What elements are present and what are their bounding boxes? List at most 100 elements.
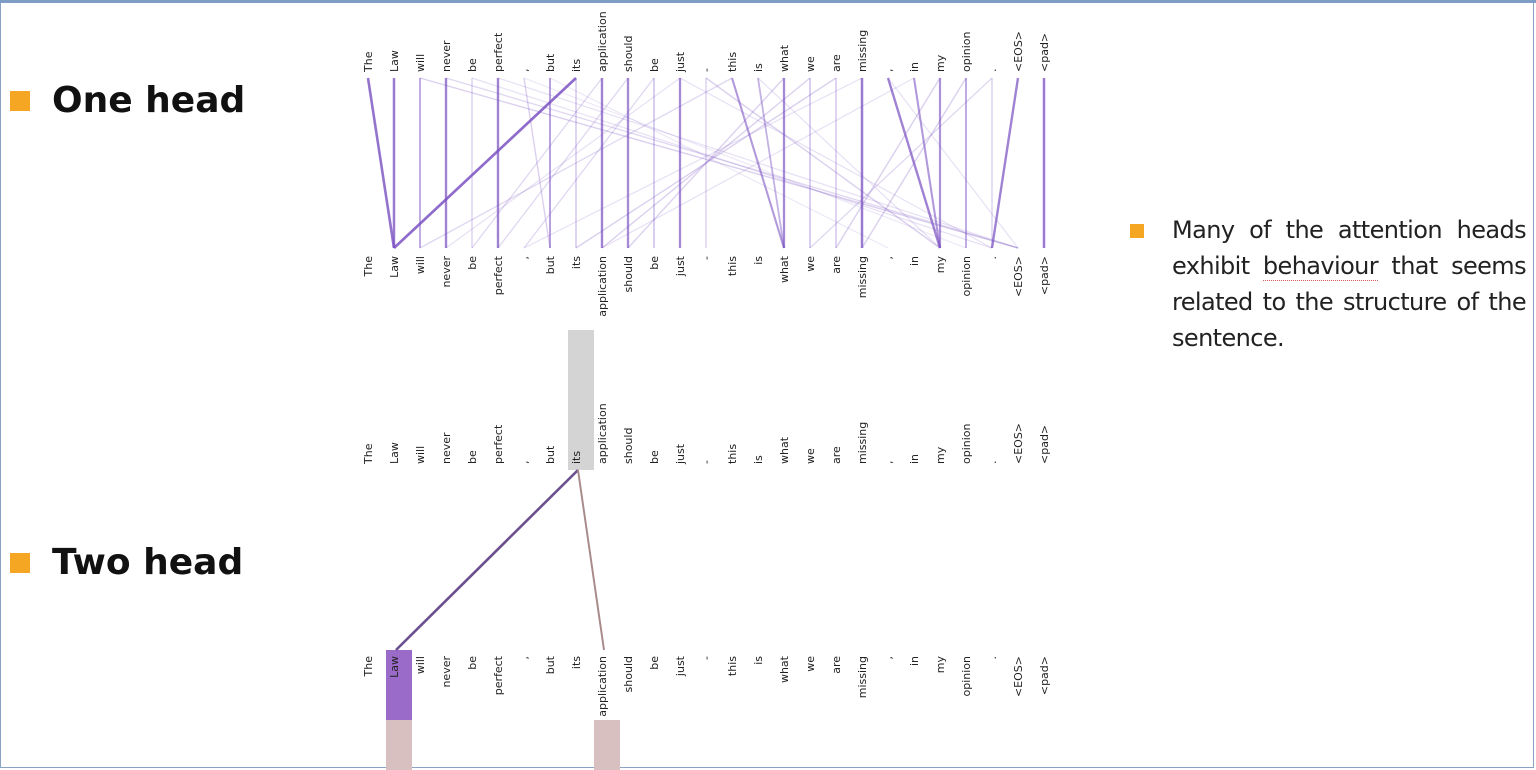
key-token-highlight-secondary	[386, 720, 412, 770]
square-bullet-icon	[10, 552, 30, 573]
top-token-label: is	[752, 455, 765, 464]
top-token-label: its	[570, 59, 583, 72]
attention-link	[886, 77, 942, 249]
bottom-token-label: ,	[518, 656, 531, 660]
key-token-highlight	[386, 650, 412, 720]
note-underlined-word: behaviour	[1262, 252, 1379, 281]
bottom-token-label: should	[622, 256, 635, 292]
top-token-label: <EOS>	[1012, 423, 1025, 464]
bottom-token-label: this	[726, 256, 739, 276]
bottom-token-label: just	[674, 655, 687, 677]
top-token-label: this	[726, 444, 739, 464]
top-token-label: this	[726, 52, 739, 72]
bottom-token-label: should	[622, 656, 635, 692]
attention-link	[835, 77, 941, 249]
bottom-token-label: are	[830, 656, 843, 674]
top-token-label: just	[674, 51, 687, 73]
bottom-token-label: is	[752, 656, 765, 665]
top-token-label: never	[440, 432, 453, 464]
top-token-label: but	[544, 445, 557, 464]
bottom-token-label: its	[570, 256, 583, 269]
attention-link	[549, 77, 889, 249]
top-token-label: -	[700, 68, 713, 72]
top-token-label: what	[778, 44, 791, 72]
bottom-token-label: we	[804, 256, 817, 272]
top-token-label: perfect	[492, 424, 505, 464]
note-text: Many of the attention heads exhibit beha…	[1172, 212, 1527, 356]
top-token-label: what	[778, 436, 791, 464]
top-token-label: we	[804, 56, 817, 72]
bottom-token-label: be	[466, 656, 479, 670]
top-token-label: -	[700, 460, 713, 464]
top-token-label: are	[830, 54, 843, 72]
attention-link	[497, 77, 629, 249]
attention-link	[419, 77, 733, 249]
top-token-label: just	[674, 443, 687, 465]
bottom-token-label: in	[908, 256, 921, 266]
attention-link	[730, 77, 786, 249]
slide-top-border	[0, 0, 1536, 3]
bottom-token-label: be	[648, 656, 661, 670]
top-token-label: be	[466, 450, 479, 464]
bottom-token-label: never	[440, 656, 453, 688]
bottom-token-label: .	[986, 256, 999, 260]
bottom-token-label: be	[466, 256, 479, 270]
attention-link	[445, 77, 681, 249]
bottom-token-label: -	[700, 256, 713, 260]
bottom-token-label: perfect	[492, 255, 505, 295]
attention-link	[523, 77, 551, 249]
attention-link	[757, 77, 785, 249]
square-bullet-icon	[1130, 224, 1144, 238]
top-token-label: is	[752, 63, 765, 72]
query-token-highlight	[568, 330, 594, 470]
bottom-token-label: but	[544, 655, 557, 674]
attention-link	[523, 77, 967, 249]
attention-link	[861, 77, 967, 249]
top-token-label: should	[622, 36, 635, 72]
attention-visualization: The Law will never be perfect, but its applicati…	[362, 11, 1051, 770]
note-bullet: Many of the attention heads exhibit beha…	[1130, 212, 1527, 356]
attention-link	[497, 77, 1019, 249]
top-token-label: perfect	[492, 32, 505, 72]
bottom-token-label: missing	[856, 656, 869, 698]
top-token-label: missing	[856, 422, 869, 464]
top-token-label: opinion	[960, 31, 973, 72]
bottom-token-label: we	[804, 656, 817, 672]
top-token-label: The	[362, 443, 375, 465]
attention-link	[601, 77, 811, 249]
bottom-token-label: ,	[882, 256, 895, 260]
attention-link	[445, 77, 1019, 249]
top-token-label: <EOS>	[1012, 31, 1025, 72]
bottom-token-label: Law	[388, 656, 401, 678]
attention-link	[419, 77, 1019, 249]
one-head-attention: The Law will never be perfect, but its applicati…	[362, 11, 1051, 316]
bottom-token-label: The	[362, 656, 375, 678]
bottom-token-label: what	[778, 255, 791, 283]
bottom-token-label: <pad>	[1038, 656, 1051, 695]
top-token-label: never	[440, 40, 453, 72]
bottom-token-label: application	[596, 656, 609, 717]
note-text-part: that seems related to the structure of t…	[1172, 252, 1527, 352]
top-token-label: Law	[388, 442, 401, 464]
bottom-token-label: will	[414, 256, 427, 274]
bottom-token-label: my	[934, 656, 947, 674]
attention-link	[393, 77, 577, 249]
top-token-label: are	[830, 446, 843, 464]
bottom-token-label: <EOS>	[1012, 256, 1025, 297]
top-token-label: ,	[882, 461, 895, 465]
top-token-label: should	[622, 428, 635, 464]
bottom-token-label: what	[778, 655, 791, 683]
bottom-token-label: are	[830, 256, 843, 274]
bottom-token-label: application	[596, 256, 609, 317]
attention-link	[679, 77, 993, 249]
top-token-label: in	[908, 62, 921, 72]
attention-link	[912, 77, 942, 249]
attention-link	[627, 77, 785, 249]
attention-link	[990, 77, 1020, 249]
attention-link	[809, 77, 993, 249]
bottom-token-label: -	[700, 656, 713, 660]
top-token-label: <pad>	[1038, 425, 1051, 464]
top-token-label: be	[648, 58, 661, 72]
key-token-highlight-secondary	[594, 720, 620, 770]
bottom-token-label: be	[648, 256, 661, 270]
